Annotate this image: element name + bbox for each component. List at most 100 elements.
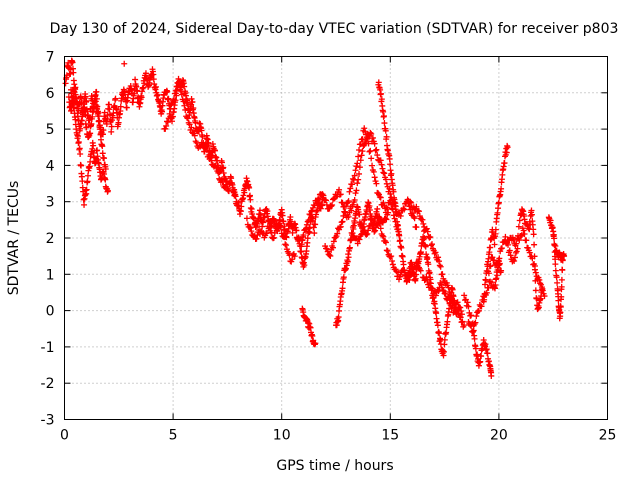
data-point bbox=[354, 160, 361, 167]
data-point bbox=[102, 176, 109, 183]
data-point bbox=[434, 322, 441, 329]
data-point bbox=[172, 87, 179, 94]
x-tick-label: 25 bbox=[599, 428, 617, 444]
data-point bbox=[498, 245, 505, 252]
y-tick-label: 5 bbox=[46, 122, 55, 138]
data-point bbox=[349, 230, 356, 237]
data-point bbox=[342, 265, 349, 272]
data-point bbox=[439, 271, 446, 278]
data-point bbox=[73, 98, 80, 105]
data-point bbox=[440, 348, 447, 355]
data-point bbox=[485, 270, 492, 277]
data-point bbox=[414, 260, 421, 267]
data-point bbox=[494, 260, 501, 267]
data-point bbox=[473, 313, 480, 320]
data-point bbox=[72, 84, 79, 91]
data-point bbox=[391, 196, 398, 203]
data-point bbox=[552, 261, 559, 268]
data-point bbox=[450, 309, 457, 316]
data-point bbox=[199, 133, 206, 140]
data-point bbox=[333, 322, 340, 329]
data-point bbox=[433, 310, 440, 317]
data-point bbox=[382, 176, 389, 183]
data-point bbox=[83, 186, 90, 193]
data-point bbox=[362, 128, 369, 135]
data-point bbox=[493, 275, 500, 282]
data-point bbox=[343, 262, 350, 269]
data-point bbox=[507, 252, 514, 259]
data-point bbox=[511, 254, 518, 261]
data-point bbox=[377, 90, 384, 97]
data-point bbox=[504, 144, 511, 151]
data-point bbox=[364, 230, 371, 237]
data-point bbox=[384, 248, 391, 255]
data-point bbox=[445, 293, 452, 300]
data-point bbox=[171, 90, 178, 97]
data-point bbox=[309, 207, 316, 214]
y-tick-label: 4 bbox=[46, 158, 55, 174]
data-point bbox=[346, 244, 353, 251]
data-point bbox=[279, 212, 286, 219]
data-point bbox=[387, 190, 394, 197]
data-point bbox=[270, 234, 277, 241]
data-point bbox=[481, 291, 488, 298]
data-point bbox=[303, 221, 310, 228]
data-point bbox=[358, 152, 365, 159]
data-point bbox=[142, 70, 149, 77]
data-point bbox=[551, 235, 558, 242]
chart-title: Day 130 of 2024, Sidereal Day-to-day VTE… bbox=[50, 21, 619, 37]
data-point bbox=[121, 89, 128, 96]
data-point bbox=[90, 142, 97, 149]
data-point bbox=[357, 141, 364, 148]
data-point bbox=[208, 157, 215, 164]
data-point bbox=[364, 135, 371, 142]
data-point bbox=[389, 257, 396, 264]
data-point bbox=[345, 213, 352, 220]
data-point bbox=[375, 190, 382, 197]
data-point bbox=[484, 350, 491, 357]
data-point bbox=[413, 259, 420, 266]
data-point bbox=[383, 216, 390, 223]
data-point bbox=[381, 170, 388, 177]
data-point bbox=[531, 241, 538, 248]
data-point bbox=[444, 318, 451, 325]
data-point bbox=[311, 202, 318, 209]
data-point bbox=[439, 287, 446, 294]
data-point bbox=[326, 252, 333, 259]
data-point bbox=[69, 59, 76, 66]
data-point bbox=[531, 263, 538, 270]
data-point bbox=[378, 96, 385, 103]
data-point bbox=[458, 311, 465, 318]
data-point bbox=[464, 299, 471, 306]
data-point bbox=[100, 127, 107, 134]
y-tick-label: 7 bbox=[46, 50, 55, 66]
data-point bbox=[436, 330, 443, 337]
data-point bbox=[558, 283, 565, 290]
data-point bbox=[238, 203, 245, 210]
data-point bbox=[93, 88, 100, 95]
data-point bbox=[84, 172, 91, 179]
data-point bbox=[371, 174, 378, 181]
data-point bbox=[359, 136, 366, 143]
data-point bbox=[348, 237, 355, 244]
data-point bbox=[84, 178, 91, 185]
data-point bbox=[184, 100, 191, 107]
data-point bbox=[438, 281, 445, 288]
data-point bbox=[80, 104, 87, 111]
data-point bbox=[415, 208, 422, 215]
data-point bbox=[108, 123, 115, 130]
data-point bbox=[492, 226, 499, 233]
data-point bbox=[101, 109, 108, 116]
data-point bbox=[345, 254, 352, 261]
data-point bbox=[99, 143, 106, 150]
data-point bbox=[302, 226, 309, 233]
data-point bbox=[342, 203, 349, 210]
data-point bbox=[474, 351, 481, 358]
data-point bbox=[458, 307, 465, 314]
data-point bbox=[188, 124, 195, 131]
data-point bbox=[180, 98, 187, 105]
data-point bbox=[530, 231, 537, 238]
data-point bbox=[370, 168, 377, 175]
data-point bbox=[79, 178, 86, 185]
data-point bbox=[525, 225, 532, 232]
